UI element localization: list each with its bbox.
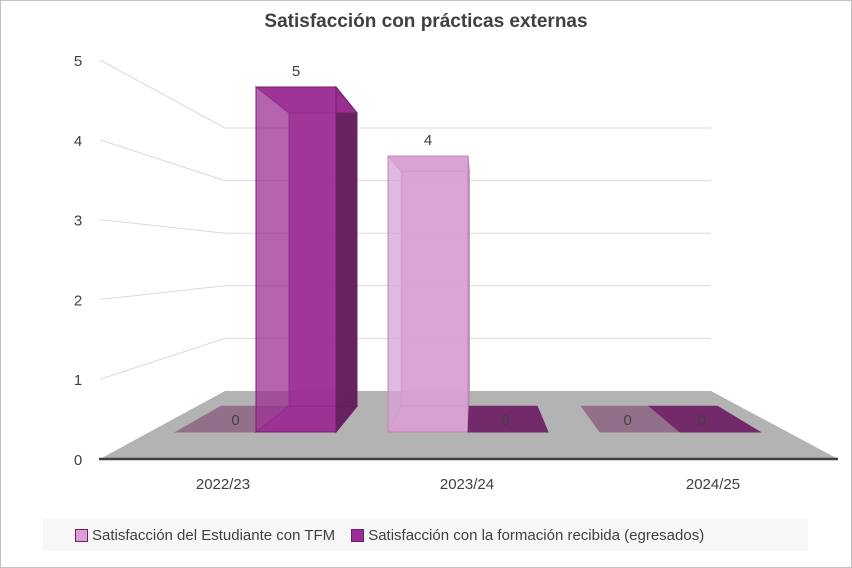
side-gridline — [99, 219, 226, 234]
y-tick-label: 1 — [74, 372, 82, 389]
bar-side-face — [335, 85, 358, 434]
bar-front-face — [387, 155, 469, 433]
x-tick-label: 2024/25 — [686, 476, 740, 493]
y-tick-label: 0 — [74, 452, 82, 469]
data-label: 5 — [292, 63, 300, 80]
y-tick-label: 4 — [74, 133, 82, 150]
side-gridline — [99, 139, 226, 182]
data-label: 0 — [501, 412, 509, 429]
bar-front-face — [255, 86, 337, 433]
y-tick-label: 3 — [74, 213, 82, 230]
bar-zero-1-2 — [648, 405, 762, 433]
data-label: 0 — [231, 412, 239, 429]
data-label: 4 — [424, 132, 432, 149]
chart-title: Satisfacción con prácticas externas — [264, 11, 587, 32]
legend-label-egresados: Satisfacción con la formación recibida (… — [368, 526, 705, 544]
legend-item-egresados: Satisfacción con la formación recibida (… — [351, 527, 704, 544]
bar-0-1 — [386, 155, 470, 433]
y-tick-label: 5 — [74, 53, 82, 70]
x-tick-label: 2023/24 — [440, 476, 494, 493]
legend-swatch-tfm — [75, 528, 88, 542]
data-label: 0 — [698, 412, 706, 429]
bar-1-0 — [254, 85, 359, 434]
side-gridline — [99, 59, 226, 129]
legend-swatch-egresados — [351, 528, 365, 542]
data-label: 0 — [624, 412, 632, 429]
bar-zero-1-1 — [467, 405, 549, 433]
legend-item-tfm: Satisfacción del Estudiante con TFM — [75, 527, 335, 544]
x-tick-label: 2022/23 — [196, 476, 250, 493]
legend-label-tfm: Satisfacción del Estudiante con TFM — [92, 526, 336, 544]
legend: Satisfacción del Estudiante con TFM Sati… — [43, 519, 808, 551]
side-gridline — [99, 285, 226, 300]
side-gridline — [99, 337, 226, 380]
y-tick-label: 2 — [74, 292, 82, 309]
